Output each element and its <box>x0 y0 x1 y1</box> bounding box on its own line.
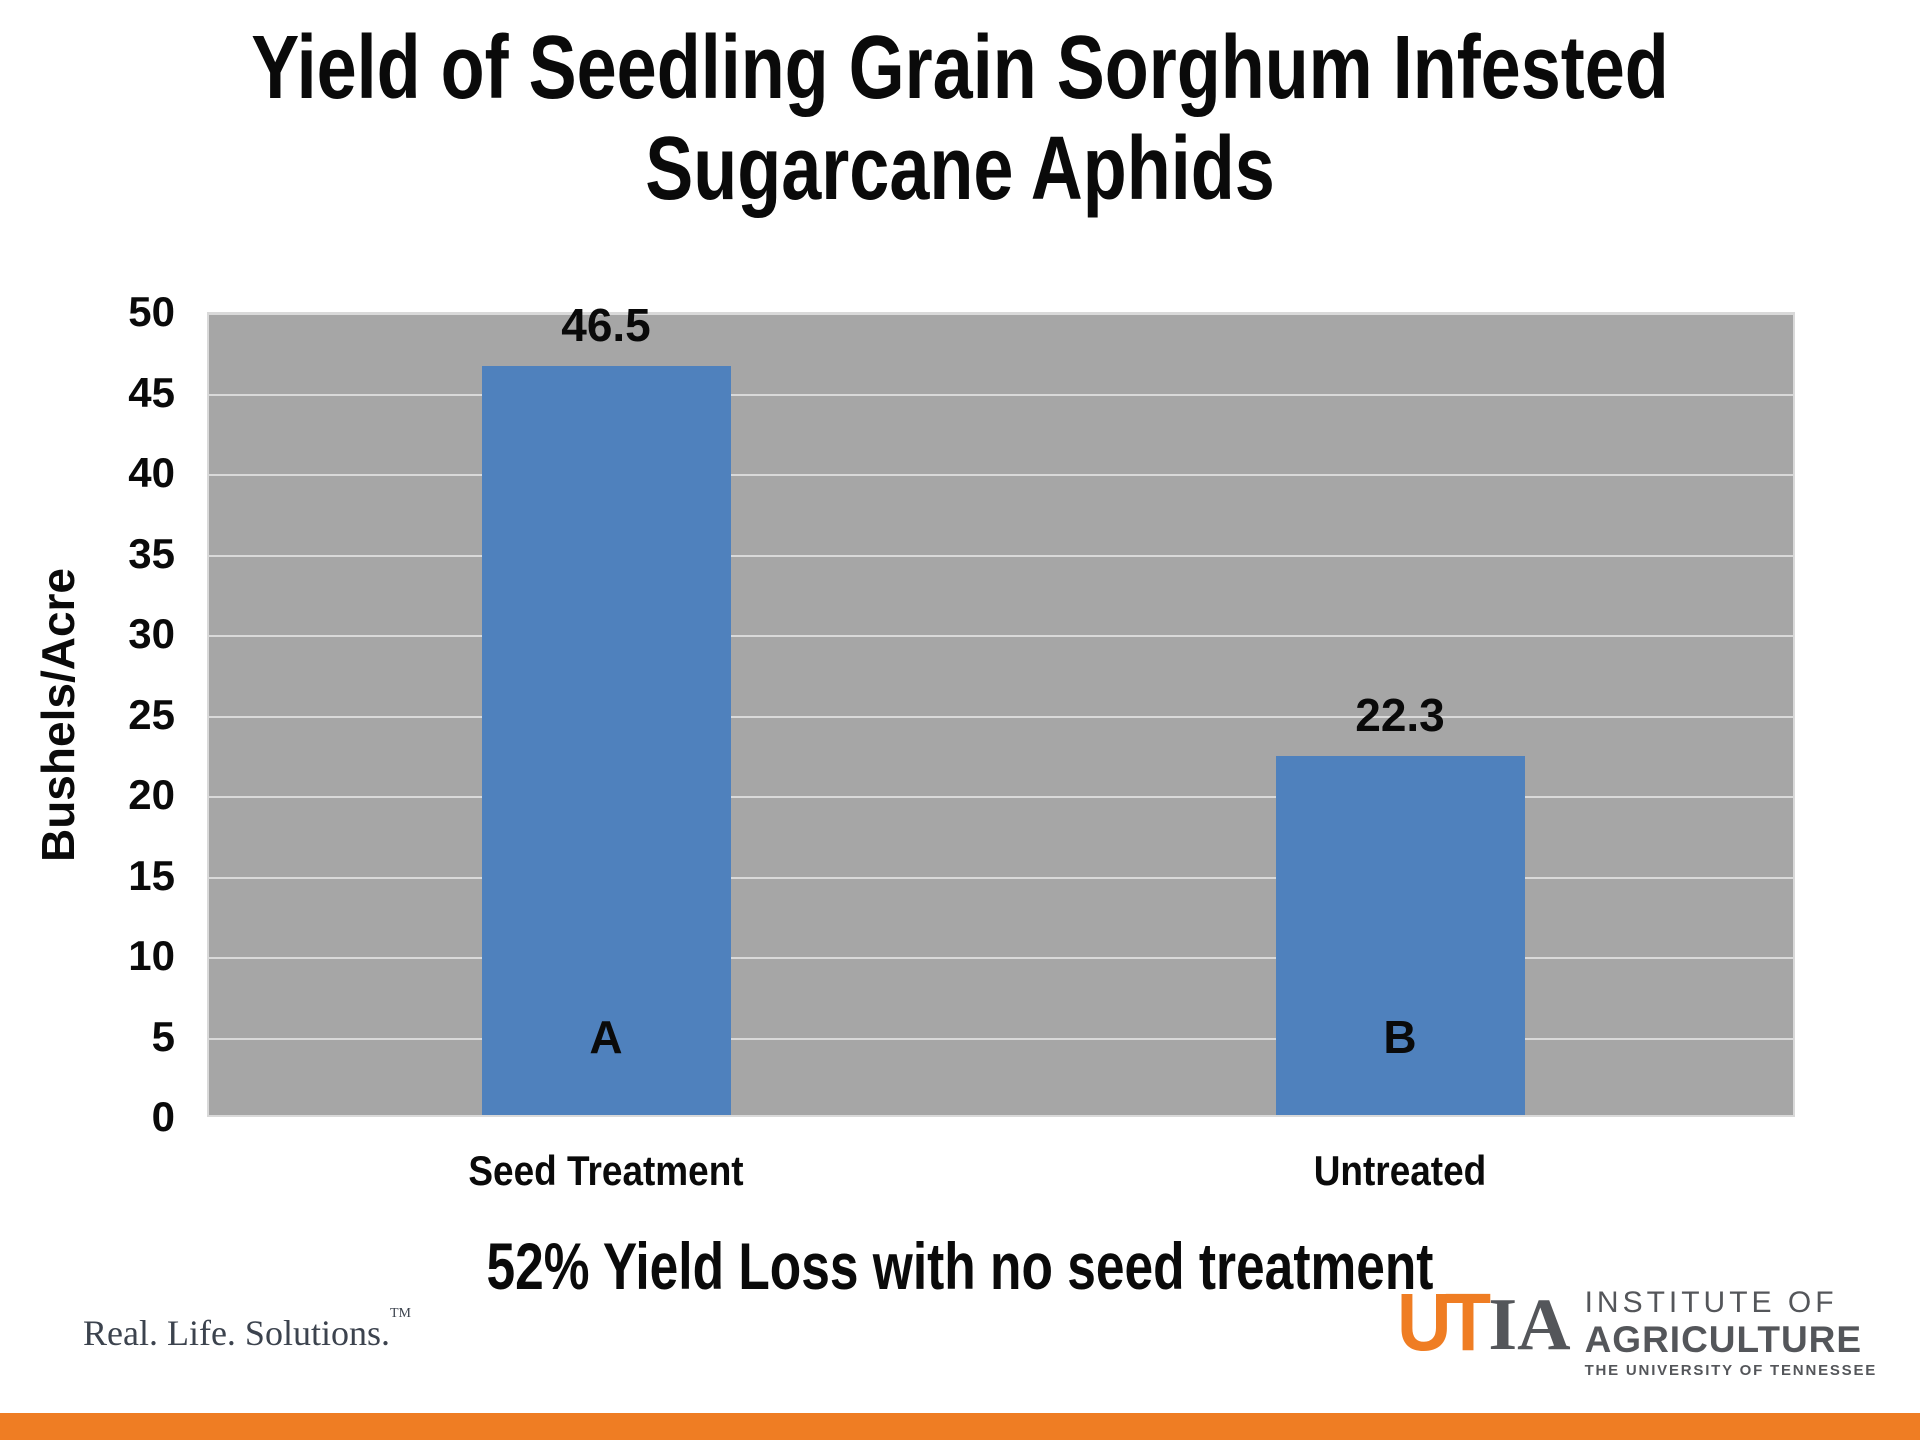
category-label: Seed Treatment <box>468 1147 744 1194</box>
bar-letter-label: A <box>589 1011 623 1063</box>
y-tick-label: 25 <box>128 690 175 738</box>
bar-value-label: 22.3 <box>1355 689 1445 741</box>
bottom-accent-bar <box>0 1413 1920 1440</box>
gridline <box>209 715 1793 718</box>
gridline <box>209 876 1793 879</box>
logo-agriculture: AGRICULTURE <box>1584 1319 1863 1360</box>
logo-institute-of: INSTITUTE OF <box>1584 1286 1838 1319</box>
bar-slot: 46.5 A Seed Treatment <box>209 300 1003 1194</box>
gridline <box>209 635 1793 637</box>
utia-logo: UT IA INSTITUTE OF AGRICULTURE THE UNIVE… <box>1397 1277 1878 1379</box>
gridline <box>209 474 1793 476</box>
utia-logo-mark: UT IA <box>1397 1277 1571 1368</box>
gridline <box>209 1037 1793 1040</box>
trademark-symbol: TM <box>389 1306 411 1321</box>
y-tick-label: 0 <box>151 1093 175 1140</box>
y-tick-label: 50 <box>128 288 175 335</box>
tagline-main: Real. Life. Solutions. <box>83 1313 390 1353</box>
chart-title: Yield of Seedling Grain Sorghum Infested… <box>192 18 1728 220</box>
tagline-text: Real. Life. Solutions.TM <box>83 1306 411 1354</box>
y-tick-label: 30 <box>128 610 175 657</box>
plot-area: 46.5 A Seed Treatment 22.3 B Untreated <box>207 300 1797 1194</box>
bar-untreated <box>1275 756 1525 1115</box>
chart-title-line1: Yield of Seedling Grain Sorghum Infested <box>251 18 1669 118</box>
y-tick-label: 10 <box>128 932 175 979</box>
gridline <box>209 957 1793 959</box>
bar-letter-label: B <box>1383 1011 1417 1063</box>
y-tick-label: 15 <box>128 851 175 899</box>
utia-logo-text: INSTITUTE OF AGRICULTURE THE UNIVERSITY … <box>1584 1286 1878 1379</box>
chart-title-line2: Sugarcane Aphids <box>645 118 1275 219</box>
bar-seed-treatment <box>481 366 731 1115</box>
y-tick-label: 35 <box>128 529 175 577</box>
ut-monogram: UT <box>1397 1277 1491 1368</box>
gridline <box>209 393 1793 396</box>
logo-university-of-tennessee: THE UNIVERSITY OF TENNESSEE <box>1584 1362 1878 1379</box>
y-tick-label: 45 <box>128 368 175 416</box>
y-tick-label: 20 <box>128 771 175 818</box>
gridline <box>209 313 1793 315</box>
bar-value-label: 46.5 <box>561 299 651 351</box>
category-label: Untreated <box>1313 1147 1487 1194</box>
ia-monogram: IA <box>1488 1284 1571 1366</box>
y-tick-label: 5 <box>151 1012 175 1060</box>
gridline <box>209 554 1793 557</box>
y-tick-label: 40 <box>128 449 175 496</box>
bar-slot: 22.3 B Untreated <box>1003 314 1797 1194</box>
caption-text: 52% Yield Loss with no seed treatment <box>486 1229 1434 1303</box>
gridline <box>209 796 1793 798</box>
